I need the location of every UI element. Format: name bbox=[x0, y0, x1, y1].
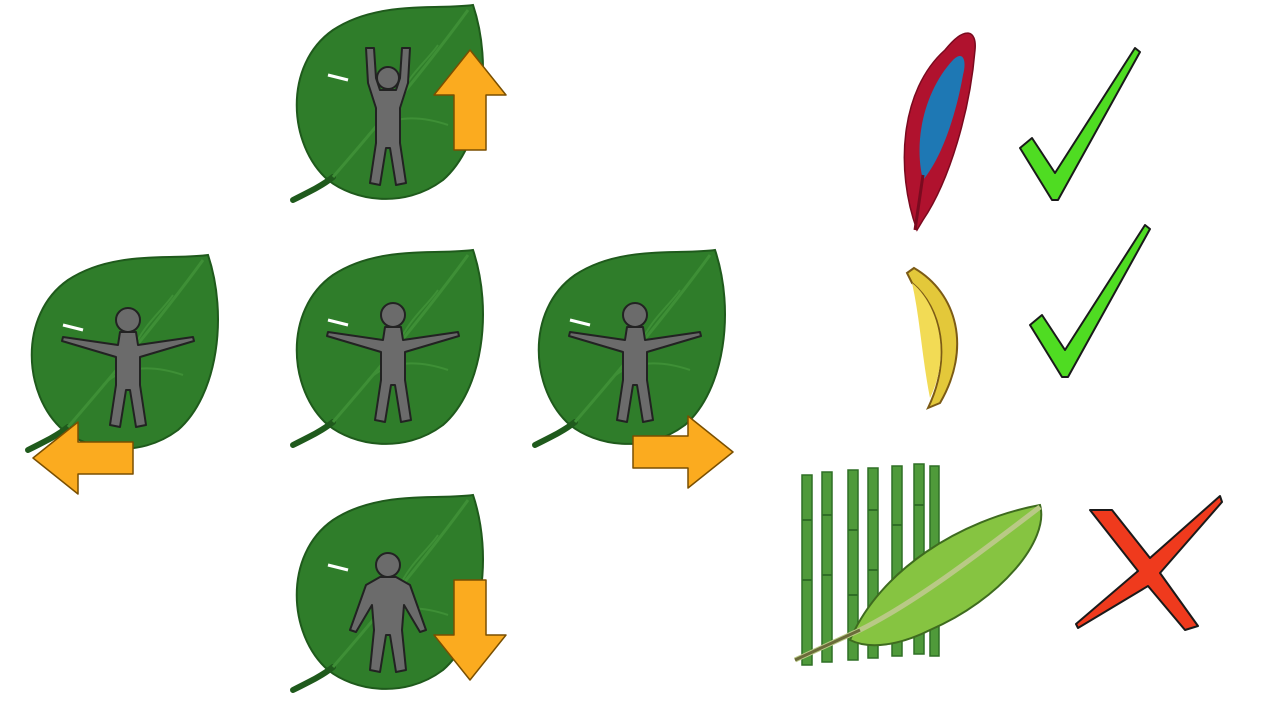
leaf-tile-up bbox=[293, 5, 507, 200]
leaf-tile-left bbox=[28, 255, 218, 495]
leaf-tile-right bbox=[535, 250, 734, 489]
leaf-tile-center bbox=[293, 250, 483, 445]
leaf-tile-down bbox=[293, 495, 507, 690]
cross-icon bbox=[1075, 495, 1223, 631]
bamboo-and-palm-leaf-icon bbox=[793, 463, 1043, 666]
feather-icon bbox=[903, 32, 976, 232]
banana-icon bbox=[905, 266, 959, 410]
check-icon bbox=[1029, 224, 1151, 378]
check-icon bbox=[1019, 47, 1141, 201]
